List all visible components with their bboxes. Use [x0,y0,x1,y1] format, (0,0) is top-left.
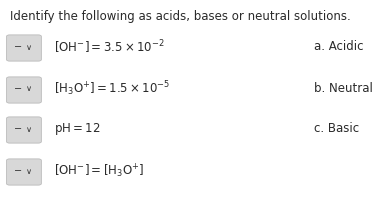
Text: a. Acidic: a. Acidic [314,40,363,53]
Text: ∨: ∨ [26,166,32,176]
Text: c. Basic: c. Basic [314,122,359,136]
FancyBboxPatch shape [7,77,41,103]
FancyBboxPatch shape [7,35,41,61]
FancyBboxPatch shape [7,117,41,143]
FancyBboxPatch shape [7,159,41,185]
Text: $\mathregular{[OH^{-}] = [H_3O^{+}]}$: $\mathregular{[OH^{-}] = [H_3O^{+}]}$ [54,162,144,180]
Text: $\mathregular{[H_3O^{+}] = 1.5 \times 10^{-5}}$: $\mathregular{[H_3O^{+}] = 1.5 \times 10… [54,80,170,98]
Text: −: − [14,42,23,52]
Text: ∨: ∨ [26,43,32,51]
Text: −: − [14,124,23,134]
Text: −: − [14,166,23,176]
Text: ∨: ∨ [26,124,32,134]
Text: $\mathregular{[OH^{-}] = 3.5 \times 10^{-2}}$: $\mathregular{[OH^{-}] = 3.5 \times 10^{… [54,38,164,56]
Text: ∨: ∨ [26,84,32,93]
Text: $\mathregular{pH = 12}$: $\mathregular{pH = 12}$ [54,121,100,137]
Text: b. Neutral: b. Neutral [314,82,373,95]
Text: Identify the following as acids, bases or neutral solutions.: Identify the following as acids, bases o… [10,10,350,23]
Text: −: − [14,84,23,94]
